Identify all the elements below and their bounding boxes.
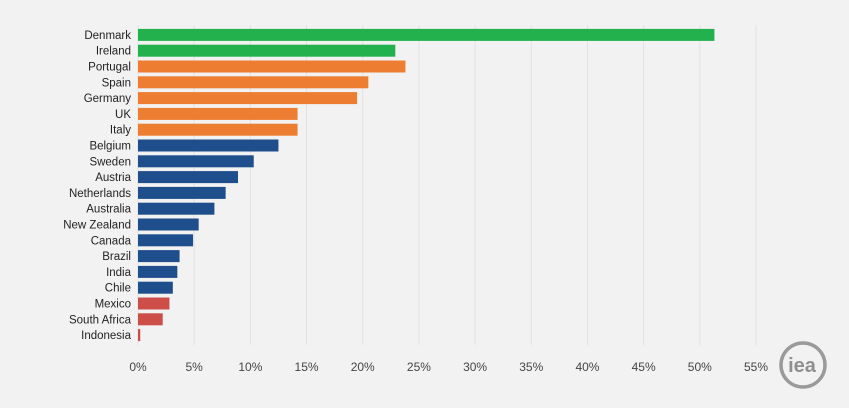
category-label: Belgium xyxy=(89,141,131,153)
category-label: New Zealand xyxy=(63,220,131,232)
bar xyxy=(138,265,178,278)
category-label: Mexico xyxy=(95,299,131,311)
x-tick-label: 25% xyxy=(407,360,431,374)
category-label: Indonesia xyxy=(81,330,131,342)
bar xyxy=(138,234,194,247)
bars xyxy=(138,28,715,342)
iea-logo: iea xyxy=(777,339,829,391)
x-tick-label: 30% xyxy=(463,360,487,374)
x-tick-label: 40% xyxy=(575,360,599,374)
logo-text: iea xyxy=(788,355,817,377)
category-label: Ireland xyxy=(96,46,131,58)
category-label: Chile xyxy=(105,283,131,295)
bar xyxy=(138,329,141,342)
bar xyxy=(138,139,279,152)
x-tick-label: 20% xyxy=(351,360,375,374)
category-label: Canada xyxy=(91,235,132,247)
x-axis-tick-labels: 0% 5% 10% 15% 20% 25% 30% 35% 40% 45% 50% 55% xyxy=(129,360,768,374)
bar xyxy=(138,60,406,73)
category-label: Austria xyxy=(95,172,131,184)
category-label: Australia xyxy=(86,204,131,216)
category-label: Sweden xyxy=(89,156,131,168)
category-label: Spain xyxy=(102,77,131,89)
category-label: India xyxy=(106,267,132,279)
bar xyxy=(138,281,173,294)
x-tick-label: 15% xyxy=(295,360,319,374)
bar xyxy=(138,44,396,57)
bar xyxy=(138,28,715,41)
bar xyxy=(138,107,298,120)
logo-badge-shape: iea xyxy=(779,341,827,389)
grid-lines xyxy=(137,25,757,345)
bar xyxy=(138,92,358,105)
category-labels: Denmark Ireland Portugal Spain Germany UK Ital… xyxy=(63,30,131,342)
category-label: Portugal xyxy=(88,62,131,74)
category-label: South Africa xyxy=(69,314,132,326)
x-tick-label: 0% xyxy=(129,360,147,374)
category-label: Italy xyxy=(110,125,131,137)
bar xyxy=(138,250,180,263)
bar xyxy=(138,171,239,184)
bar xyxy=(138,313,163,326)
category-label: Denmark xyxy=(84,30,131,42)
category-label: Germany xyxy=(84,93,132,105)
bar xyxy=(138,76,369,89)
bar xyxy=(138,218,199,231)
x-tick-label: 45% xyxy=(632,360,656,374)
x-tick-label: 55% xyxy=(744,360,768,374)
category-label: UK xyxy=(115,109,131,121)
bar xyxy=(138,202,215,215)
category-label: Netherlands xyxy=(69,188,131,200)
bar xyxy=(138,186,226,199)
bar xyxy=(138,155,254,168)
x-tick-label: 10% xyxy=(238,360,262,374)
x-tick-label: 50% xyxy=(688,360,712,374)
bar xyxy=(138,297,170,310)
x-tick-label: 35% xyxy=(519,360,543,374)
x-tick-label: 5% xyxy=(186,360,204,374)
category-label: Brazil xyxy=(102,251,131,263)
bar xyxy=(138,123,298,136)
